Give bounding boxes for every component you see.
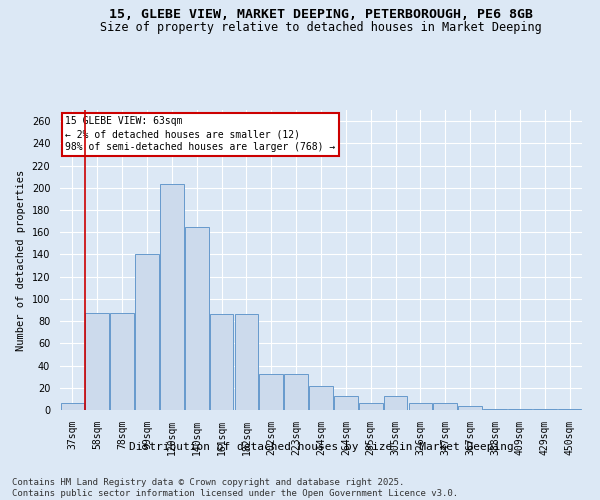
Bar: [483, 409, 507, 410]
Bar: [508, 409, 532, 410]
Y-axis label: Number of detached properties: Number of detached properties: [16, 170, 26, 350]
Bar: [210, 314, 233, 410]
Bar: [259, 374, 283, 410]
Bar: [409, 404, 432, 410]
Bar: [135, 254, 159, 410]
Bar: [384, 396, 407, 410]
Text: Size of property relative to detached houses in Market Deeping: Size of property relative to detached ho…: [100, 21, 542, 34]
Bar: [558, 409, 581, 410]
Bar: [160, 184, 184, 410]
Bar: [334, 396, 358, 410]
Bar: [284, 374, 308, 410]
Bar: [359, 404, 383, 410]
Bar: [309, 386, 333, 410]
Text: Distribution of detached houses by size in Market Deeping: Distribution of detached houses by size …: [128, 442, 514, 452]
Bar: [61, 404, 84, 410]
Text: 15, GLEBE VIEW, MARKET DEEPING, PETERBOROUGH, PE6 8GB: 15, GLEBE VIEW, MARKET DEEPING, PETERBOR…: [109, 8, 533, 20]
Bar: [458, 406, 482, 410]
Bar: [433, 404, 457, 410]
Text: 15 GLEBE VIEW: 63sqm
← 2% of detached houses are smaller (12)
98% of semi-detach: 15 GLEBE VIEW: 63sqm ← 2% of detached ho…: [65, 116, 335, 152]
Bar: [533, 409, 557, 410]
Bar: [185, 226, 209, 410]
Bar: [85, 314, 109, 410]
Bar: [110, 314, 134, 410]
Text: Contains HM Land Registry data © Crown copyright and database right 2025.
Contai: Contains HM Land Registry data © Crown c…: [12, 478, 458, 498]
Bar: [235, 314, 258, 410]
